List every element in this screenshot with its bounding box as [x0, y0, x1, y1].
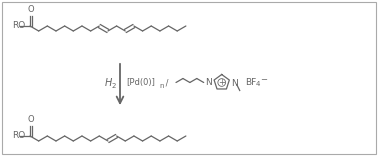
Text: /: /	[163, 78, 169, 87]
Text: H: H	[105, 78, 112, 88]
Text: O: O	[28, 5, 34, 14]
Text: N: N	[205, 78, 211, 87]
Text: n: n	[159, 83, 164, 88]
Text: −: −	[260, 75, 267, 84]
Text: N: N	[231, 79, 237, 88]
Text: O: O	[28, 115, 34, 124]
Text: RO: RO	[12, 22, 25, 31]
Text: +: +	[218, 78, 225, 87]
Text: [Pd(0)]: [Pd(0)]	[126, 78, 155, 87]
Text: 4: 4	[256, 81, 260, 88]
Text: 2: 2	[112, 83, 116, 88]
Text: RO: RO	[12, 132, 25, 141]
Text: BF: BF	[245, 78, 256, 87]
